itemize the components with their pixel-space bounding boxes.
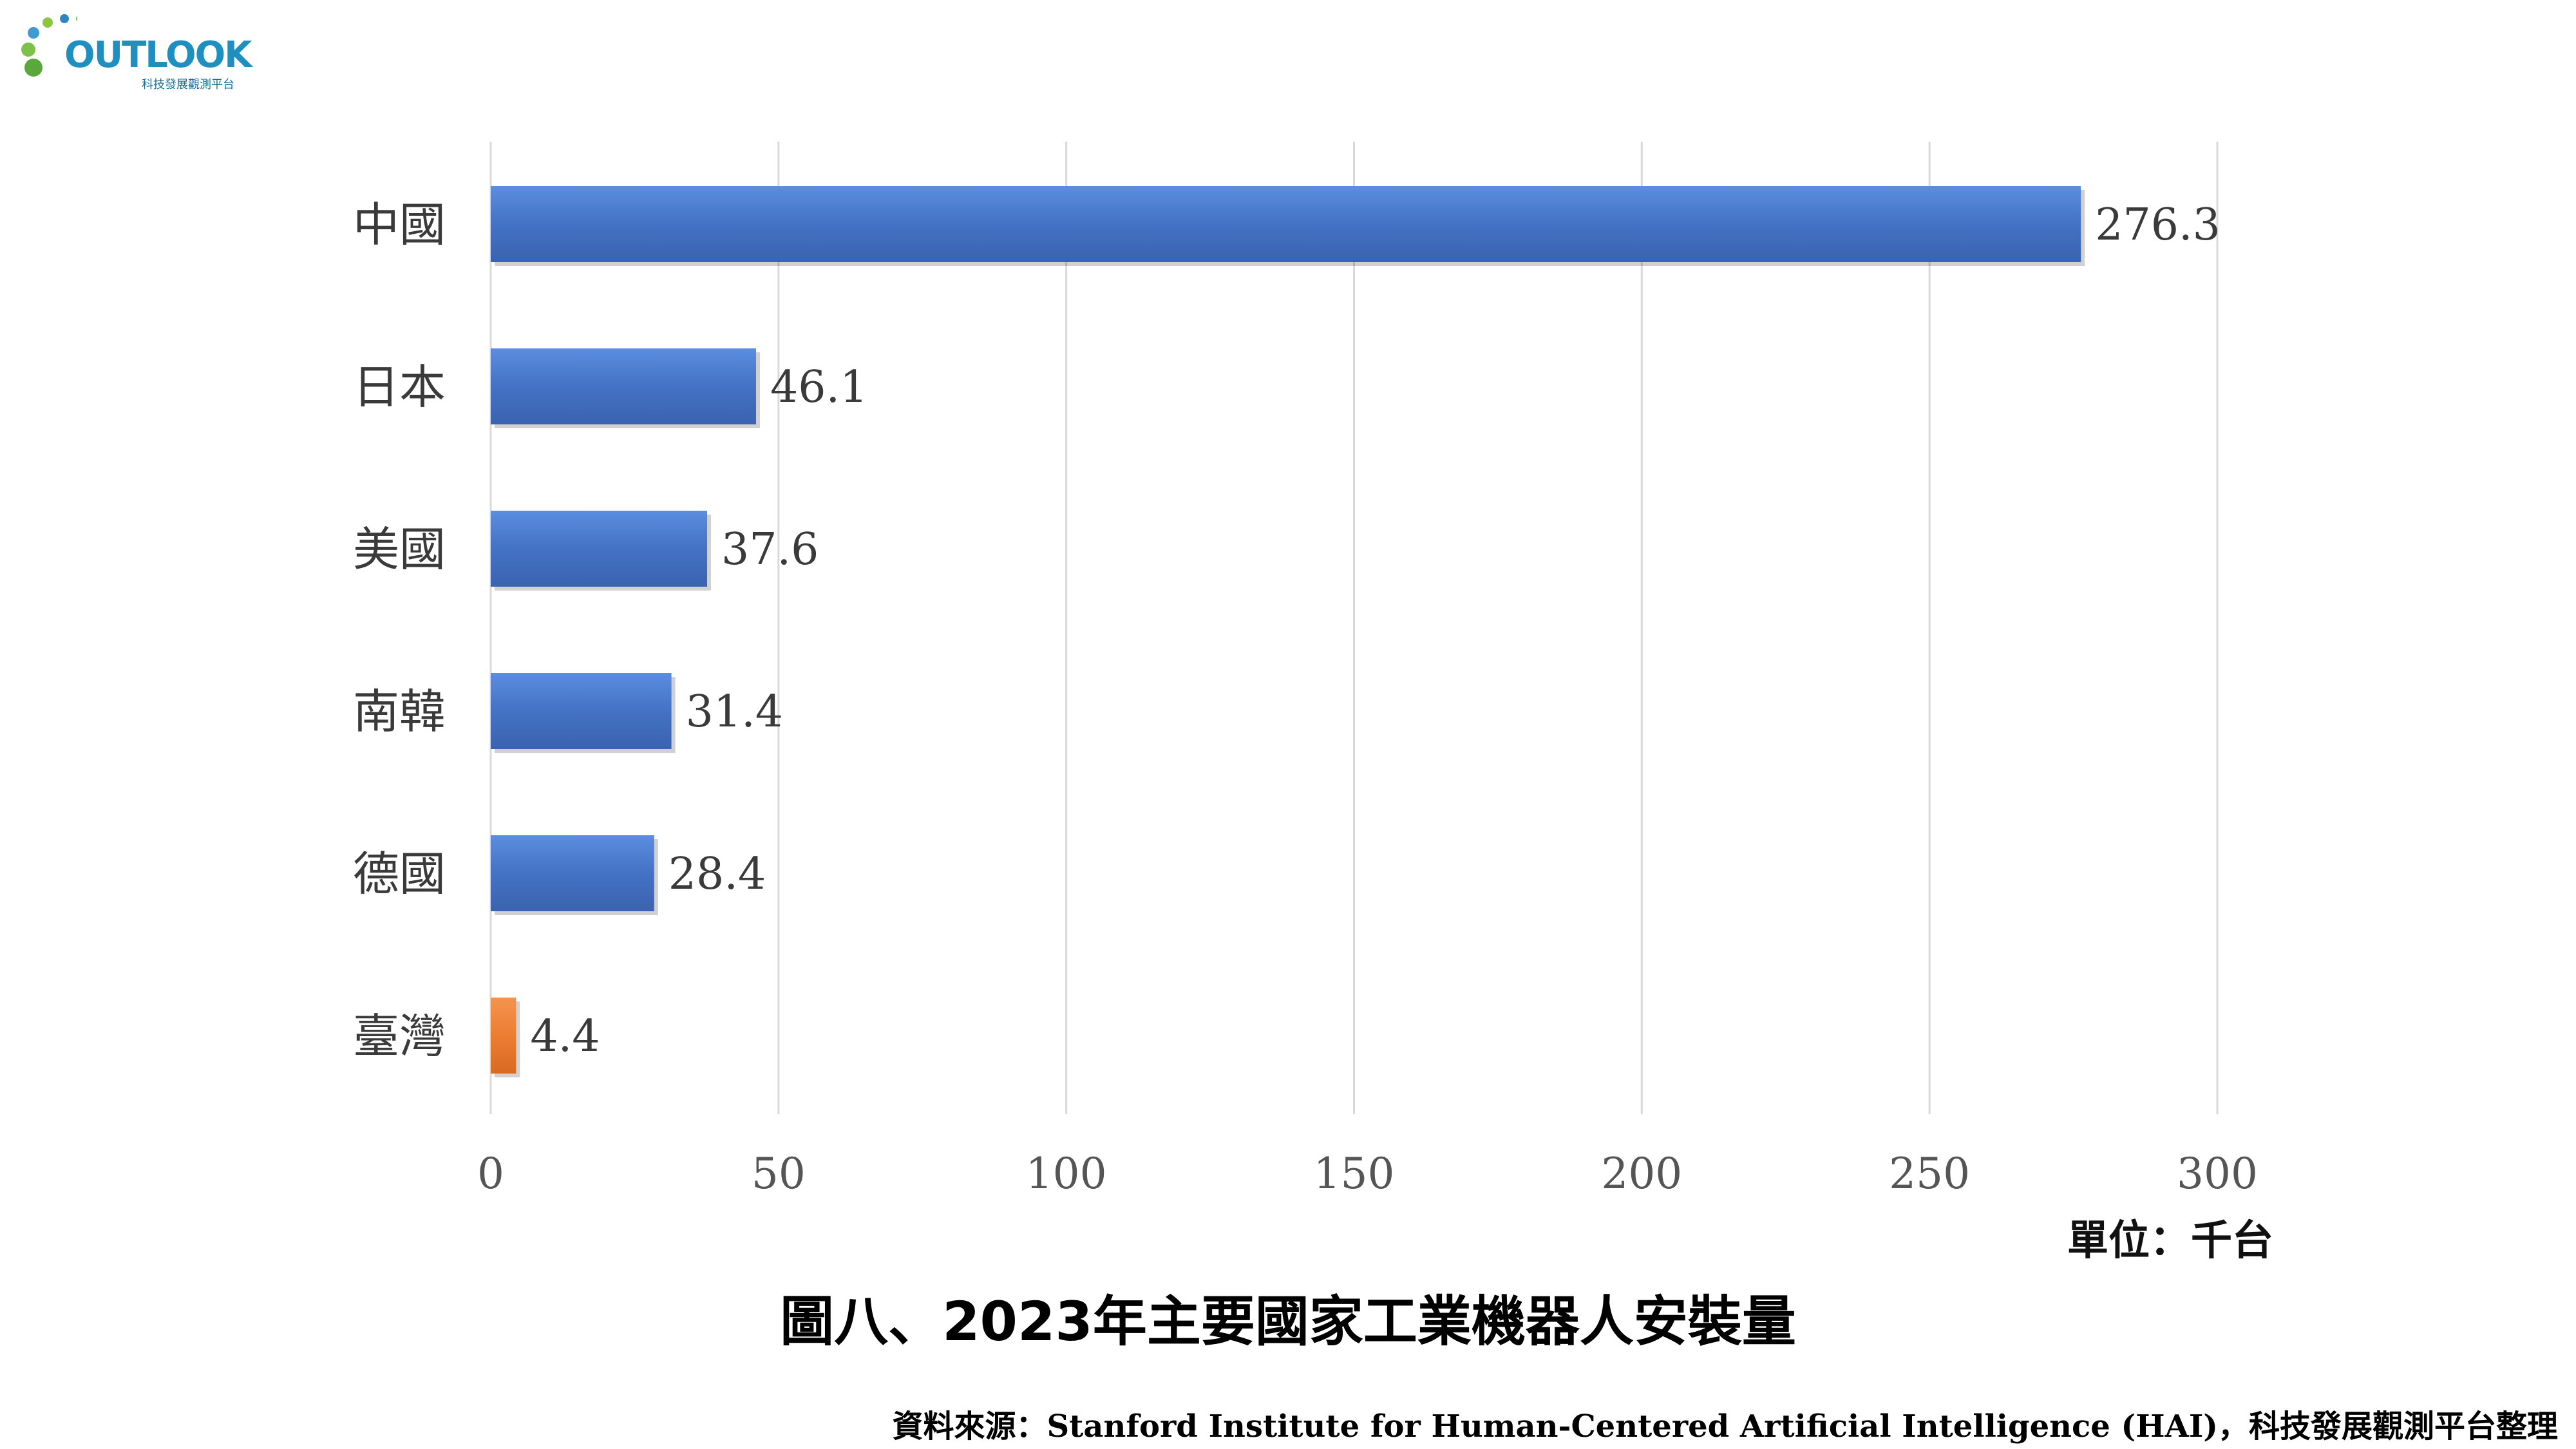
value-label: 37.6 bbox=[721, 524, 819, 575]
outlook-logo: OUTLOOK 科技發展觀測平台 bbox=[19, 10, 252, 91]
category-label: 南韓 bbox=[353, 685, 446, 739]
source-note: 資料來源：Stanford Institute for Human-Center… bbox=[892, 1408, 2558, 1444]
category-label: 日本 bbox=[353, 360, 446, 414]
category-label: 美國 bbox=[353, 522, 446, 576]
bar-5 bbox=[491, 835, 654, 911]
logo-wordmark: OUTLOOK bbox=[64, 34, 252, 76]
unit-label: 單位：千台 bbox=[2067, 1217, 2273, 1265]
category-label: 中國 bbox=[353, 198, 446, 252]
labels: 0 50 100 150 200 250 300 中國 276.3 日本 46.1 美國 37.6 南韓 3… bbox=[353, 198, 2258, 1198]
value-label: 31.4 bbox=[686, 687, 783, 737]
value-label: 4.4 bbox=[530, 1011, 600, 1062]
value-label: 46.1 bbox=[770, 362, 867, 413]
x-tick-label: 150 bbox=[1314, 1149, 1395, 1198]
x-tick-label: 200 bbox=[1601, 1149, 1682, 1198]
x-tick-label: 300 bbox=[2177, 1149, 2258, 1198]
category-label: 德國 bbox=[353, 847, 446, 901]
gridlines bbox=[489, 142, 2219, 1114]
bar-3 bbox=[491, 511, 708, 587]
logo-dots-icon bbox=[21, 14, 84, 77]
x-tick-label: 0 bbox=[477, 1149, 504, 1198]
bar-1 bbox=[491, 186, 2081, 262]
bar-2 bbox=[491, 348, 756, 424]
x-tick-label: 100 bbox=[1026, 1149, 1107, 1198]
bars bbox=[491, 186, 2085, 1077]
x-tick-label: 250 bbox=[1889, 1149, 1970, 1198]
value-label: 276.3 bbox=[2095, 200, 2221, 251]
category-label: 臺灣 bbox=[353, 1009, 446, 1063]
bar-6 bbox=[491, 998, 516, 1074]
bar-4 bbox=[491, 673, 672, 749]
logo-subtitle: 科技發展觀測平台 bbox=[142, 78, 234, 91]
x-tick-label: 50 bbox=[752, 1149, 806, 1198]
chart-title: 圖八、2023年主要國家工業機器人安裝量 bbox=[780, 1290, 1796, 1353]
value-label: 28.4 bbox=[668, 849, 766, 900]
